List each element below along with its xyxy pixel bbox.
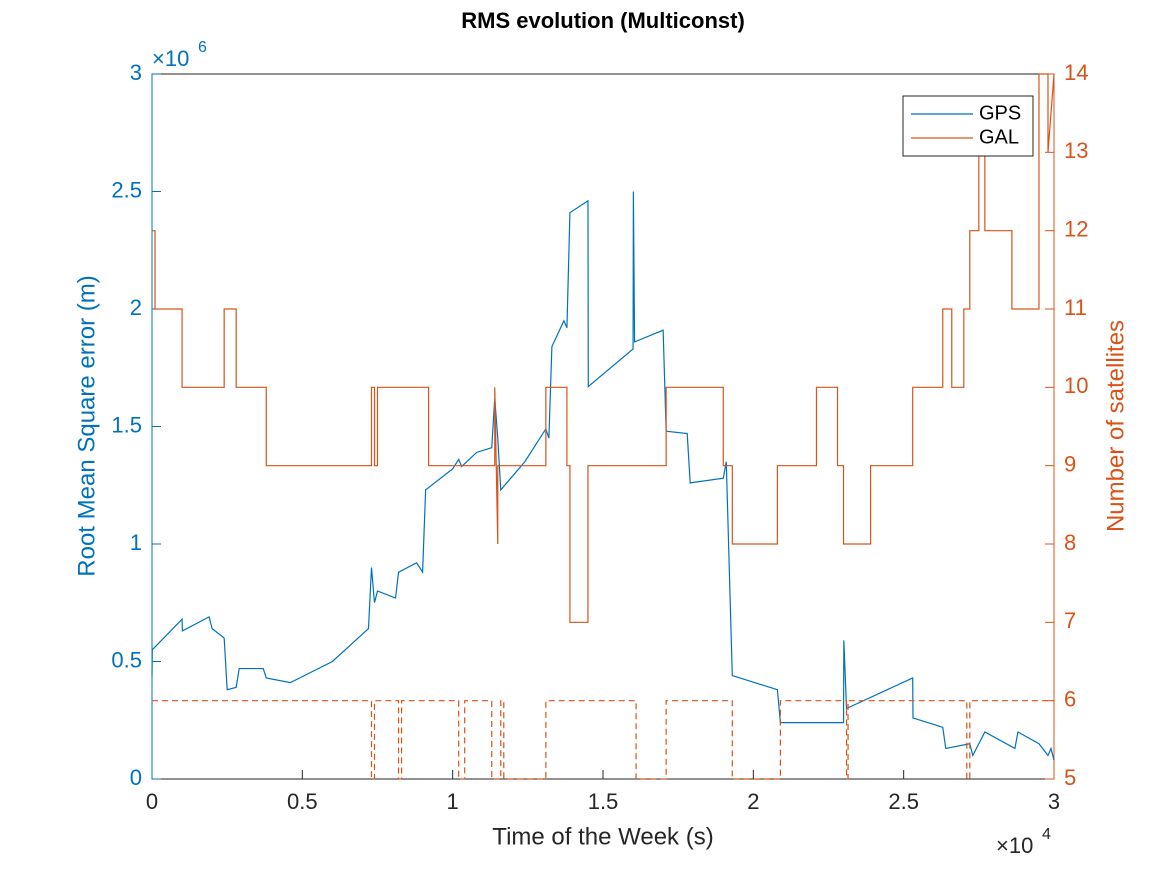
x-tick-label: 0 [146,789,158,814]
y-tick-label: 1 [130,530,142,555]
y-exponent-base: ×10 [152,46,189,71]
chart-title: RMS evolution (Multiconst) [461,8,745,33]
y-axis-label: Root Mean Square error (m) [73,275,100,576]
x-axis-label: Time of the Week (s) [492,823,713,850]
y2-tick-label: 6 [1064,686,1076,711]
y2-tick-label: 10 [1064,373,1088,398]
x-tick-label: 3 [1048,789,1060,814]
x-exponent-power: 4 [1042,826,1051,843]
x-exponent-base: ×10 [996,833,1033,858]
y2-tick-label: 7 [1064,608,1076,633]
plot-area [151,73,1055,780]
y2-tick-label: 8 [1064,530,1076,555]
y2-tick-label: 14 [1064,60,1088,85]
y-tick-label: 1.5 [111,412,142,437]
y2-tick-label: 11 [1064,295,1087,320]
series-line [152,73,1055,623]
y-tick-label: 0.5 [111,647,142,672]
x-tick-label: 2 [747,789,759,814]
x-tick-label: 1.5 [588,789,619,814]
legend-label: GPS [979,102,1021,124]
y-tick-label: 0 [130,765,142,790]
x-tick-label: 1 [447,789,459,814]
y2-tick-label: 9 [1064,451,1076,476]
legend-label: GAL [979,126,1019,148]
y-exponent-power: 6 [198,39,207,56]
y2-tick-label: 12 [1064,216,1088,241]
series-line [152,700,1054,780]
y-tick-label: 2 [130,295,142,320]
x-tick-label: 2.5 [888,789,919,814]
y2-tick-label: 5 [1064,765,1076,790]
series-line [151,191,1055,761]
y2-axis-label: Number of satellites [1102,320,1129,532]
y2-tick-label: 13 [1064,138,1088,163]
legend [902,95,1034,157]
y-tick-label: 3 [130,60,142,85]
y-tick-label: 2.5 [111,177,142,202]
x-tick-label: 0.5 [287,789,318,814]
